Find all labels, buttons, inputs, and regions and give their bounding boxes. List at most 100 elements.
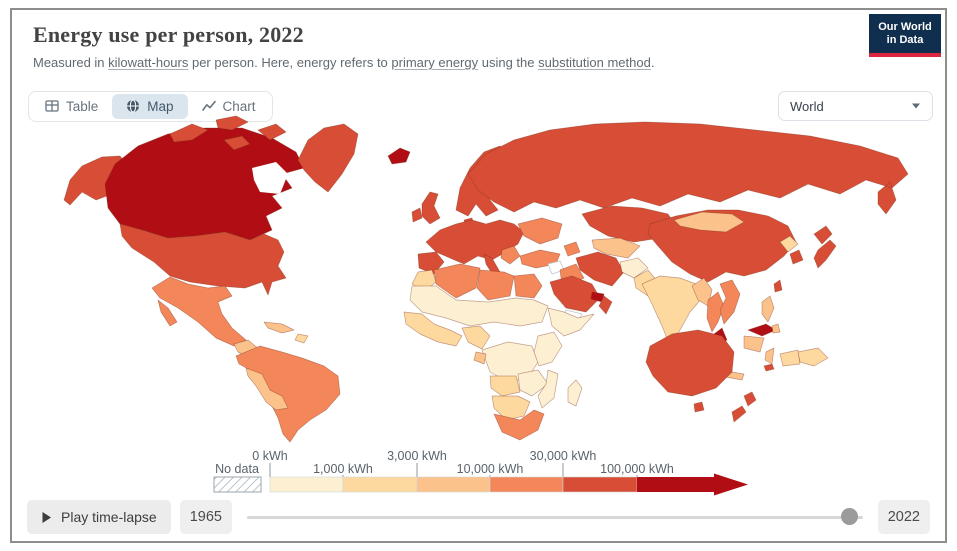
- map-region-south-korea[interactable]: [789, 249, 804, 265]
- tab-map-label: Map: [147, 98, 174, 114]
- map-region-arctic-islands[interactable]: [223, 135, 251, 151]
- map-region-oman[interactable]: [598, 295, 613, 315]
- map-region-vietnam[interactable]: [719, 279, 741, 325]
- map-region-peru-bolivia[interactable]: [245, 367, 289, 411]
- map-region-iberia[interactable]: [417, 251, 445, 275]
- map-region-north-korea[interactable]: [779, 235, 799, 253]
- legend-bin-4[interactable]: [562, 476, 638, 493]
- map-region-thailand[interactable]: [706, 291, 725, 333]
- map-region-taiwan[interactable]: [773, 279, 783, 293]
- owid-logo-line2: in Data: [886, 33, 924, 46]
- map-region-australia[interactable]: [645, 329, 735, 397]
- map-region-mexico[interactable]: [151, 276, 247, 347]
- timeline-start-year[interactable]: 1965: [179, 500, 232, 534]
- map-region-tasmania[interactable]: [693, 401, 705, 413]
- map-region-arctic-islands[interactable]: [215, 115, 249, 131]
- map-legend: No data 0 kWh 1,000 kWh 3,000 kWh 10,000…: [202, 440, 762, 498]
- legend-tick-label: 100,000 kWh: [600, 462, 674, 476]
- map-region-central-asia[interactable]: [591, 237, 641, 259]
- map-region-arctic-islands[interactable]: [169, 123, 209, 143]
- map-region-india[interactable]: [641, 275, 703, 347]
- map-region-horn-of-africa[interactable]: [547, 307, 595, 337]
- legend-tick-label: 3,000 kWh: [387, 449, 447, 463]
- map-region-namibia-botswana[interactable]: [491, 395, 531, 421]
- play-timelapse-button[interactable]: Play time-lapse: [27, 500, 171, 534]
- map-region-ukraine[interactable]: [517, 217, 563, 245]
- map-region-gabon[interactable]: [473, 351, 487, 365]
- map-region-arctic-islands[interactable]: [257, 123, 287, 141]
- timeline-slider[interactable]: [241, 500, 869, 534]
- timeline-end-year[interactable]: 2022: [877, 500, 930, 534]
- map-region-united-states[interactable]: [119, 223, 287, 296]
- map-region-balkans[interactable]: [500, 245, 521, 265]
- map-region-madagascar[interactable]: [567, 379, 583, 407]
- map-region-borneo-indonesia[interactable]: [743, 335, 765, 353]
- legend-bin-5-arrow[interactable]: [637, 473, 748, 496]
- map-region-russia[interactable]: [467, 121, 909, 215]
- view-tabbar: Table Map Chart: [28, 90, 273, 122]
- map-region-libya[interactable]: [476, 269, 515, 301]
- map-region-philippines[interactable]: [761, 295, 781, 334]
- map-region-papua-new-guinea[interactable]: [797, 347, 829, 367]
- map-region-egypt[interactable]: [513, 273, 543, 299]
- play-icon: [42, 511, 51, 523]
- subtitle: Measured in kilowatt-hours per person. H…: [33, 55, 813, 70]
- map-region-south-africa[interactable]: [493, 409, 545, 441]
- map-region-algeria[interactable]: [433, 263, 481, 299]
- link-kilowatt-hours[interactable]: kilowatt-hours: [108, 55, 189, 70]
- map-region-china[interactable]: [647, 209, 797, 283]
- map-region-united-kingdom[interactable]: [421, 191, 441, 225]
- map-region-new-zealand[interactable]: [743, 391, 757, 407]
- link-primary-energy[interactable]: primary energy: [391, 55, 479, 70]
- map-region-caucasus[interactable]: [563, 241, 581, 257]
- map-region-zambia-zimbabwe[interactable]: [517, 369, 549, 397]
- map-region-myanmar[interactable]: [691, 277, 713, 307]
- tab-map[interactable]: Map: [112, 93, 188, 119]
- map-region-east-africa[interactable]: [533, 331, 563, 367]
- owid-logo[interactable]: Our World in Data: [869, 14, 941, 57]
- map-region-canada[interactable]: [104, 127, 305, 241]
- map-region-afghanistan[interactable]: [619, 257, 649, 279]
- legend-bin-3[interactable]: [489, 476, 564, 493]
- map-region-greenland[interactable]: [297, 123, 359, 193]
- map-region-hispaniola[interactable]: [294, 333, 309, 344]
- legend-tick-label: 1,000 kWh: [313, 462, 373, 476]
- map-region-japan[interactable]: [813, 239, 837, 269]
- timeline-handle[interactable]: [840, 508, 858, 525]
- subtitle-text: per person. Here, energy refers to: [188, 55, 392, 70]
- legend-bin-0[interactable]: [269, 476, 344, 493]
- map-region-mozambique[interactable]: [537, 369, 559, 409]
- map-region-new-zealand[interactable]: [731, 405, 747, 423]
- subtitle-text: .: [650, 55, 655, 70]
- legend-no-data-swatch[interactable]: [213, 476, 262, 493]
- legend-bin-1[interactable]: [342, 476, 418, 493]
- map-region-south-america[interactable]: [235, 345, 341, 443]
- map-region-sulawesi[interactable]: [764, 347, 775, 365]
- map-region-angola[interactable]: [489, 375, 521, 397]
- map-region-nigeria[interactable]: [461, 325, 491, 350]
- map-region-mongolia[interactable]: [673, 211, 745, 233]
- link-substitution-method[interactable]: substitution method: [538, 55, 651, 70]
- tab-table[interactable]: Table: [31, 94, 112, 119]
- map-region-new-caledonia[interactable]: [763, 363, 775, 372]
- tab-chart[interactable]: Chart: [188, 94, 270, 119]
- entity-selector[interactable]: World: [778, 91, 933, 121]
- table-icon: [45, 100, 59, 112]
- timeline-track[interactable]: [246, 516, 863, 519]
- map-region-europe[interactable]: [425, 219, 525, 265]
- legend-bin-2[interactable]: [416, 476, 491, 493]
- hudson-bay: [252, 162, 288, 194]
- map-region-iceland[interactable]: [387, 147, 411, 165]
- page-title: Energy use per person, 2022: [33, 22, 304, 47]
- tab-table-label: Table: [66, 98, 99, 114]
- map-region-west-africa[interactable]: [403, 311, 463, 347]
- map-region-sahel[interactable]: [409, 285, 549, 327]
- map-region-iran[interactable]: [575, 251, 625, 287]
- map-region-cuba[interactable]: [263, 321, 295, 334]
- map-region-japan[interactable]: [813, 225, 833, 245]
- map-region-ireland[interactable]: [411, 207, 423, 223]
- map-region-saudi-arabia[interactable]: [549, 275, 601, 313]
- map-region-drc[interactable]: [481, 341, 539, 383]
- map-region-papua-indonesia[interactable]: [779, 349, 801, 367]
- legend-tick-label: 0 kWh: [252, 449, 287, 463]
